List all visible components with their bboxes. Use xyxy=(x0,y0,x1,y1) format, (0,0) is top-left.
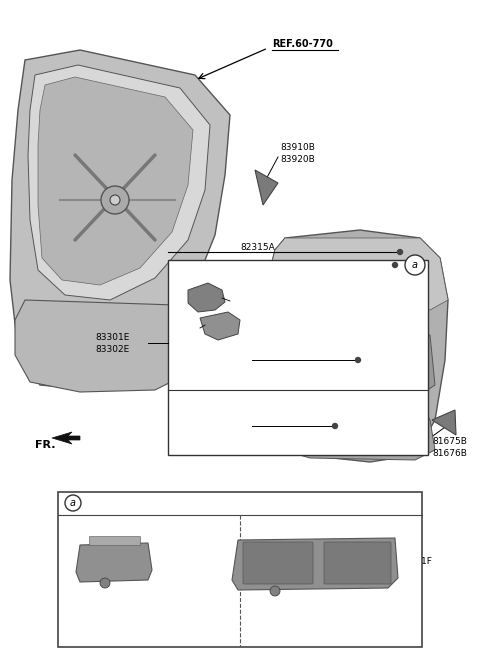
Text: a: a xyxy=(412,260,418,270)
Circle shape xyxy=(393,263,397,267)
Text: 93581F: 93581F xyxy=(93,522,127,532)
Polygon shape xyxy=(52,432,80,444)
Text: 81675B: 81675B xyxy=(432,438,467,447)
FancyBboxPatch shape xyxy=(89,537,141,545)
Text: 83910B: 83910B xyxy=(280,143,315,152)
Text: 83920B: 83920B xyxy=(280,156,315,164)
Text: 83611: 83611 xyxy=(185,319,214,327)
Polygon shape xyxy=(10,50,230,390)
Circle shape xyxy=(101,186,129,214)
FancyBboxPatch shape xyxy=(58,492,422,647)
Circle shape xyxy=(65,495,81,511)
FancyBboxPatch shape xyxy=(324,542,391,584)
Polygon shape xyxy=(265,400,435,460)
Polygon shape xyxy=(255,170,278,205)
Text: 82315B: 82315B xyxy=(220,355,255,365)
Circle shape xyxy=(397,250,403,254)
Text: FR.: FR. xyxy=(35,440,56,450)
FancyBboxPatch shape xyxy=(168,260,428,455)
Text: 93581F: 93581F xyxy=(398,558,432,566)
Text: 83610B: 83610B xyxy=(232,292,267,300)
Polygon shape xyxy=(265,230,448,462)
Text: 83301E: 83301E xyxy=(95,334,130,342)
Polygon shape xyxy=(268,238,448,310)
Text: 82315A: 82315A xyxy=(240,244,276,252)
Text: REF.60-770: REF.60-770 xyxy=(272,39,333,49)
Polygon shape xyxy=(28,65,210,300)
Text: 83302E: 83302E xyxy=(95,344,129,353)
Circle shape xyxy=(110,195,120,205)
Text: (W/SEAT WARMER): (W/SEAT WARMER) xyxy=(251,518,346,528)
Circle shape xyxy=(333,424,337,428)
Circle shape xyxy=(270,586,280,596)
Text: a: a xyxy=(70,498,76,508)
Polygon shape xyxy=(200,312,240,340)
Text: 82315E: 82315E xyxy=(220,422,254,430)
Polygon shape xyxy=(76,543,152,582)
Polygon shape xyxy=(310,348,398,375)
Polygon shape xyxy=(38,77,193,285)
Text: 81676B: 81676B xyxy=(432,449,467,459)
Polygon shape xyxy=(432,410,456,435)
Text: 83621: 83621 xyxy=(185,330,214,338)
Circle shape xyxy=(405,255,425,275)
Polygon shape xyxy=(188,283,225,312)
FancyBboxPatch shape xyxy=(243,542,313,584)
Text: 1249GE: 1249GE xyxy=(302,260,338,269)
Circle shape xyxy=(100,578,110,588)
Circle shape xyxy=(356,357,360,363)
Polygon shape xyxy=(266,330,435,395)
Polygon shape xyxy=(232,538,398,590)
Text: 83620B: 83620B xyxy=(232,302,267,311)
Polygon shape xyxy=(15,300,210,392)
